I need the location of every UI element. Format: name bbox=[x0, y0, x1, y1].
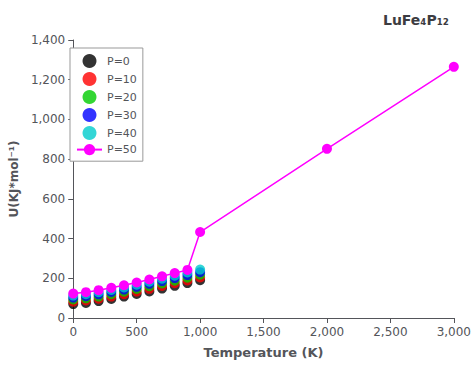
svg-text:400: 400 bbox=[42, 232, 65, 246]
svg-text:P=10: P=10 bbox=[107, 73, 137, 86]
svg-text:2,500: 2,500 bbox=[373, 325, 407, 339]
svg-text:0: 0 bbox=[69, 325, 77, 339]
svg-text:Temperature (K): Temperature (K) bbox=[204, 345, 324, 360]
svg-text:P=50: P=50 bbox=[107, 143, 137, 156]
svg-text:2,000: 2,000 bbox=[310, 325, 344, 339]
svg-text:LuFe₄P₁₂: LuFe₄P₁₂ bbox=[383, 12, 449, 28]
svg-text:200: 200 bbox=[42, 271, 65, 285]
svg-text:1,400: 1,400 bbox=[31, 33, 65, 47]
svg-text:1,200: 1,200 bbox=[31, 73, 65, 87]
svg-text:P=0: P=0 bbox=[107, 55, 130, 68]
svg-text:600: 600 bbox=[42, 192, 65, 206]
svg-text:3,000: 3,000 bbox=[437, 325, 471, 339]
svg-text:P=20: P=20 bbox=[107, 91, 137, 104]
svg-text:1,500: 1,500 bbox=[246, 325, 280, 339]
svg-text:800: 800 bbox=[42, 152, 65, 166]
svg-text:1,000: 1,000 bbox=[31, 112, 65, 126]
svg-text:P=40: P=40 bbox=[107, 127, 137, 140]
svg-text:0: 0 bbox=[58, 311, 66, 325]
svg-text:P=30: P=30 bbox=[107, 109, 137, 122]
svg-text:1,000: 1,000 bbox=[183, 325, 217, 339]
svg-text:U(KJ*mol⁻¹): U(KJ*mol⁻¹) bbox=[7, 140, 21, 217]
svg-text:500: 500 bbox=[125, 325, 148, 339]
